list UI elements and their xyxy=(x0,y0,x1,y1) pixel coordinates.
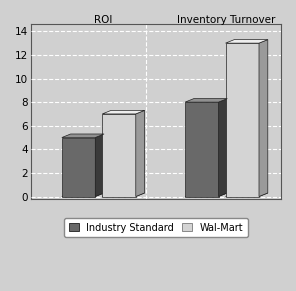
Polygon shape xyxy=(95,134,104,196)
Bar xyxy=(185,102,218,196)
Polygon shape xyxy=(62,134,104,138)
Legend: Industry Standard, Wal-Mart: Industry Standard, Wal-Mart xyxy=(64,218,248,237)
Polygon shape xyxy=(62,193,104,196)
Text: ROI: ROI xyxy=(94,15,112,25)
Text: Inventory Turnover: Inventory Turnover xyxy=(177,15,276,25)
Polygon shape xyxy=(185,193,227,196)
Polygon shape xyxy=(102,193,144,196)
Bar xyxy=(62,138,95,196)
Polygon shape xyxy=(226,193,268,196)
Polygon shape xyxy=(226,40,268,43)
Bar xyxy=(102,114,136,196)
Polygon shape xyxy=(136,110,144,196)
Polygon shape xyxy=(218,99,227,196)
Polygon shape xyxy=(259,40,268,196)
Polygon shape xyxy=(185,99,227,102)
Polygon shape xyxy=(102,110,144,114)
Bar xyxy=(226,43,259,196)
